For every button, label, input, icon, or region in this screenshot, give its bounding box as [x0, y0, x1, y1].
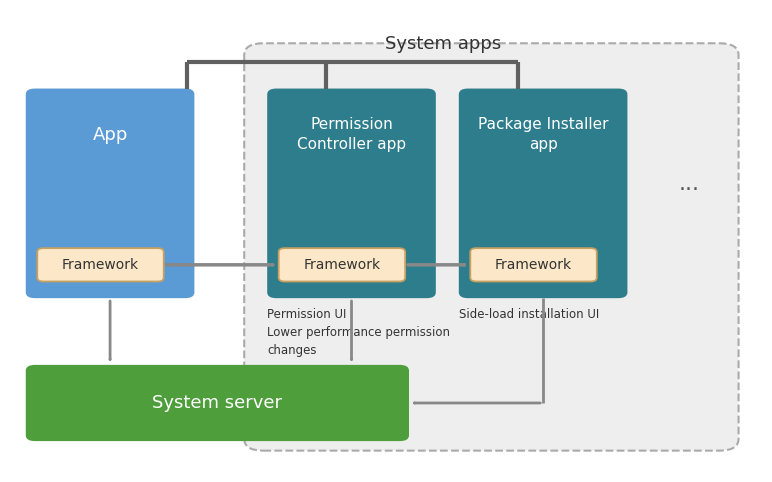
Text: Framework: Framework	[62, 258, 139, 272]
FancyBboxPatch shape	[459, 89, 628, 298]
Text: System apps: System apps	[385, 35, 502, 53]
Text: Side-load installation UI: Side-load installation UI	[459, 308, 599, 321]
Text: Package Installer
app: Package Installer app	[478, 117, 608, 152]
Text: App: App	[93, 126, 128, 144]
FancyBboxPatch shape	[267, 89, 436, 298]
Text: System server: System server	[152, 394, 283, 412]
FancyBboxPatch shape	[470, 248, 597, 281]
FancyBboxPatch shape	[25, 89, 195, 298]
Text: ...: ...	[679, 174, 699, 194]
Text: Framework: Framework	[303, 258, 381, 272]
FancyBboxPatch shape	[279, 248, 405, 281]
FancyBboxPatch shape	[37, 248, 164, 281]
FancyBboxPatch shape	[25, 365, 409, 441]
Text: Framework: Framework	[495, 258, 572, 272]
Text: Permission
Controller app: Permission Controller app	[297, 117, 406, 152]
Text: Permission UI
Lower performance permission
changes: Permission UI Lower performance permissi…	[267, 308, 450, 357]
FancyBboxPatch shape	[244, 43, 739, 451]
